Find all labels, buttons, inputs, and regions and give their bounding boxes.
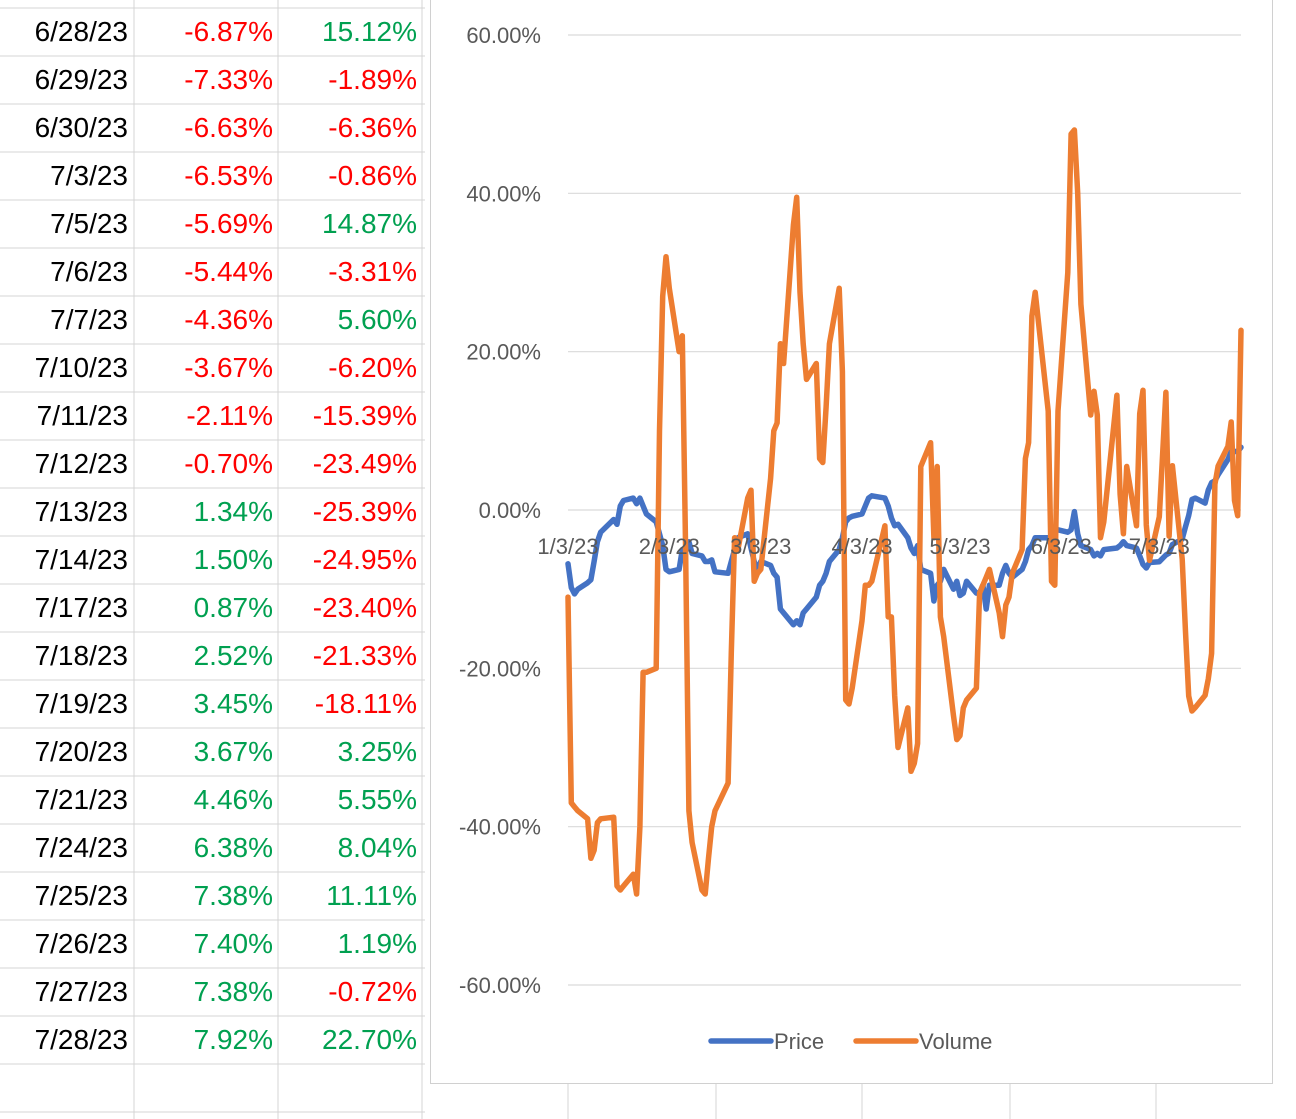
date-cell[interactable]: 7/20/23 <box>34 736 128 767</box>
date-cell[interactable]: 6/29/23 <box>34 64 128 95</box>
price-change-cell[interactable]: 7.40% <box>193 928 273 959</box>
price-change-cell[interactable]: 4.46% <box>193 784 273 815</box>
date-cell[interactable]: 7/18/23 <box>34 640 128 671</box>
volume-change-cell[interactable]: -0.86% <box>328 160 417 191</box>
x-tick-label: 7/3/23 <box>1129 534 1190 559</box>
date-cell[interactable]: 7/5/23 <box>50 208 128 239</box>
x-tick-label: 2/3/23 <box>639 534 700 559</box>
y-tick-label: 0.00% <box>479 498 541 523</box>
price-change-cell[interactable]: 3.67% <box>193 736 273 767</box>
volume-change-cell[interactable]: -15.39% <box>312 400 417 431</box>
chart-object[interactable]: 60.00% 40.00% 20.00% 0.00% -20.00% -40.00% -60… <box>430 0 1273 1084</box>
date-cell[interactable]: 7/10/23 <box>34 352 128 383</box>
y-tick-label: -60.00% <box>459 973 541 998</box>
price-change-cell[interactable]: -5.79% <box>136 0 273 8</box>
x-tick-label: 1/3/23 <box>537 534 598 559</box>
volume-change-cell[interactable]: 3.25% <box>337 736 417 767</box>
volume-change-cell[interactable]: -0.72% <box>328 976 417 1007</box>
volume-change-cell[interactable]: -21.33% <box>312 640 417 671</box>
volume-change-cell[interactable]: -3.31% <box>328 256 417 287</box>
volume-change-cell[interactable]: 5.60% <box>337 304 417 335</box>
price-change-cell[interactable]: -6.63% <box>184 112 273 143</box>
price-change-cell[interactable]: 3.45% <box>193 688 273 719</box>
volume-change-cell[interactable]: -18.11% <box>314 688 417 719</box>
price-change-cell[interactable]: 7.92% <box>193 1024 273 1055</box>
date-cell[interactable]: 7/13/23 <box>34 496 128 527</box>
date-cell[interactable]: 7/11/23 <box>36 400 128 431</box>
price-change-cell[interactable]: -6.87% <box>184 16 273 47</box>
legend-label-price: Price <box>774 1029 824 1054</box>
price-change-cell[interactable]: -3.67% <box>184 352 273 383</box>
x-tick-label: 5/3/23 <box>929 534 990 559</box>
volume-change-cell[interactable]: 11.11% <box>326 880 417 911</box>
volume-change-cell[interactable]: 22.70% <box>322 1024 417 1055</box>
line-chart: 60.00% 40.00% 20.00% 0.00% -20.00% -40.00% -60… <box>459 23 1244 1054</box>
series-line-price <box>565 444 1244 628</box>
volume-change-cell[interactable]: 14.87% <box>322 208 417 239</box>
price-change-cell[interactable]: 1.50% <box>193 544 273 575</box>
price-change-cell[interactable]: -5.69% <box>184 208 273 239</box>
y-tick-label: 20.00% <box>466 340 541 365</box>
date-cell[interactable]: 7/25/23 <box>34 880 128 911</box>
date-cell[interactable]: 7/27/23 <box>34 976 128 1007</box>
price-change-cell[interactable]: 6.38% <box>193 832 273 863</box>
volume-change-cell[interactable]: -25.39% <box>312 496 417 527</box>
volume-change-cell[interactable]: 1.19% <box>337 928 417 959</box>
price-change-cell[interactable]: -5.44% <box>184 256 273 287</box>
date-cell[interactable]: 7/28/23 <box>34 1024 128 1055</box>
date-cell[interactable]: 7/17/23 <box>34 592 128 623</box>
date-cell[interactable]: 7/24/23 <box>34 832 128 863</box>
date-cell[interactable]: 7/3/23 <box>50 160 128 191</box>
y-tick-label: -20.00% <box>459 656 541 681</box>
series-line-volume <box>565 127 1244 897</box>
price-change-cell[interactable]: 7.38% <box>193 976 273 1007</box>
volume-change-cell[interactable]: 8.04% <box>337 832 417 863</box>
volume-change-cell[interactable]: -6.36% <box>328 112 417 143</box>
price-change-cell[interactable]: 1.34% <box>193 496 273 527</box>
price-change-cell[interactable]: -0.70% <box>184 448 273 479</box>
price-change-cell[interactable]: -4.36% <box>184 304 273 335</box>
date-cell[interactable]: 6/27/23 <box>0 0 128 8</box>
volume-change-cell[interactable]: -23.49% <box>312 448 417 479</box>
volume-change-cell[interactable]: -24.95% <box>312 544 417 575</box>
date-cell[interactable]: 7/12/23 <box>34 448 128 479</box>
volume-change-cell[interactable]: -23.40% <box>312 592 417 623</box>
price-change-cell[interactable]: -2.11% <box>186 400 273 431</box>
price-change-cell[interactable]: -6.53% <box>184 160 273 191</box>
price-change-cell[interactable]: -7.33% <box>184 64 273 95</box>
y-tick-label: 40.00% <box>466 181 541 206</box>
date-cell[interactable]: 6/28/23 <box>34 16 128 47</box>
price-change-cell[interactable]: 2.52% <box>193 640 273 671</box>
volume-change-cell[interactable]: -1.89% <box>328 64 417 95</box>
x-tick-label: 4/3/23 <box>831 534 892 559</box>
volume-change-cell[interactable]: 15.12% <box>322 16 417 47</box>
y-tick-label: -40.00% <box>459 815 541 840</box>
volume-change-cell[interactable]: -6.20% <box>328 352 417 383</box>
x-tick-label: 3/3/23 <box>730 534 791 559</box>
volume-change-cell[interactable]: 12.15% <box>280 0 417 8</box>
date-cell[interactable]: 7/7/23 <box>50 304 128 335</box>
y-tick-label: 60.00% <box>466 23 541 48</box>
price-change-cell[interactable]: 0.87% <box>193 592 273 623</box>
date-cell[interactable]: 7/19/23 <box>34 688 128 719</box>
legend-label-volume: Volume <box>919 1029 992 1054</box>
date-cell[interactable]: 7/14/23 <box>34 544 128 575</box>
x-tick-label: 6/3/23 <box>1031 534 1092 559</box>
volume-change-cell[interactable]: 5.55% <box>337 784 417 815</box>
date-cell[interactable]: 7/21/23 <box>34 784 128 815</box>
date-cell[interactable]: 7/26/23 <box>34 928 128 959</box>
price-change-cell[interactable]: 7.38% <box>193 880 273 911</box>
date-cell[interactable]: 7/6/23 <box>50 256 128 287</box>
date-cell[interactable]: 6/30/23 <box>34 112 128 143</box>
